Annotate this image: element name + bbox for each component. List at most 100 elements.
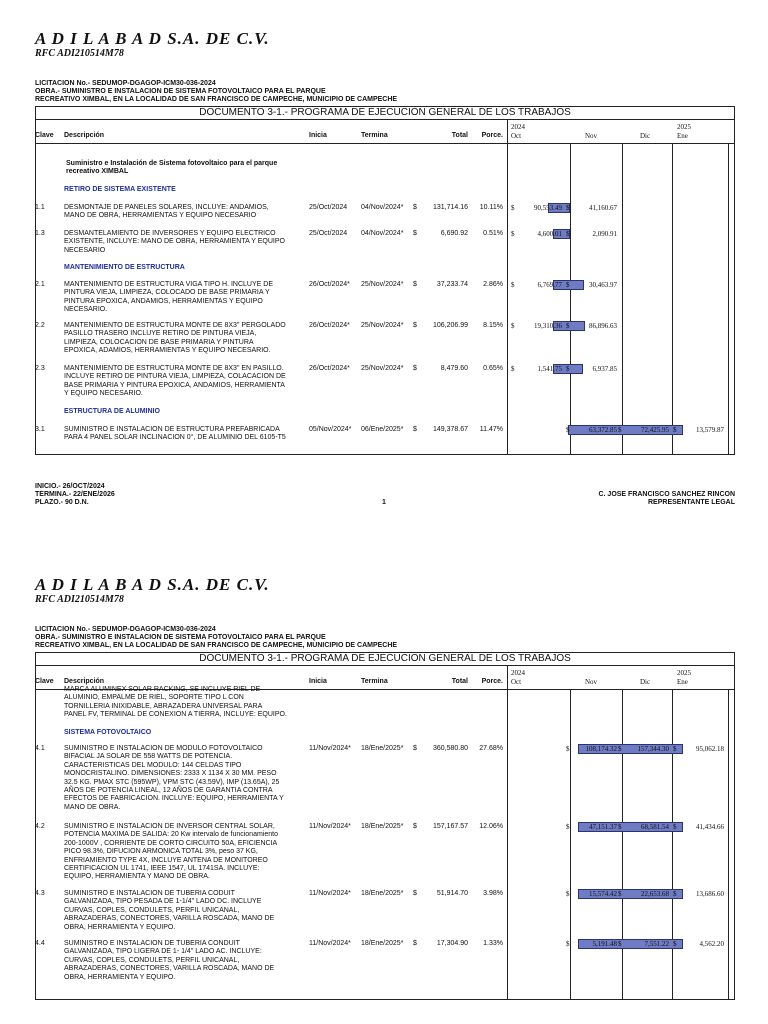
column-line [570,690,571,1000]
column-header: Inicia [309,132,327,139]
currency: $ [413,204,417,211]
clave: 4.1 [35,745,45,752]
currency: $ [413,890,417,897]
percent: 11.47% [479,426,503,433]
rfc: RFC ADI210514M78 [35,594,124,605]
bar-amount: 2,090.91 [592,230,618,238]
gantt-bar [553,321,585,331]
bar-currency: $ [673,426,677,434]
month-label: Dic [640,678,651,686]
total: 106,206.99 [432,322,468,329]
desc-line: CURVAS, COPLES, CONDULETS, PERFIL UNICAN… [64,906,240,914]
bar-currency: $ [618,823,622,831]
desc-line: CURVAS, COPLES, CONDULETS, PERFIL UNICAN… [64,956,240,964]
header-rule [35,143,735,144]
bar-amount: 7,551.22 [644,940,670,948]
desc-line: MANTENIMIENTO DE ESTRUCTURA MONTE DE 8X3… [64,365,284,372]
gantt-bar [578,939,683,949]
percent: 3.98% [483,890,503,897]
plazo: PLAZO.- 90 D.N. [35,499,89,506]
gantt-bar [553,364,583,374]
percent: 0.65% [483,365,503,372]
column-header: Porce. [481,132,503,139]
title-rule [35,119,735,120]
termina: 18/Ene/2025* [361,745,404,752]
currency: $ [413,281,417,288]
bar-currency: $ [566,281,570,289]
month-label: Nov [585,678,598,686]
total: 37,233.74 [436,281,468,288]
percent: 8.15% [483,322,503,329]
bar-amount: 90,553.49 [534,204,562,212]
total: 6,690.92 [440,230,468,237]
signer-role: REPRESENTANTE LEGAL [648,499,735,506]
desc-line: BIFACIAL JA SOLAR DE 558 WATTS DE POTENC… [64,753,233,761]
desc-line: NECESARIO [64,246,106,254]
desc-line: NECESARIO. [64,306,108,314]
column-header: Termina [361,678,388,685]
company-name: A D I L A B A D S.A. DE C.V. [35,575,270,594]
currency: $ [413,365,417,372]
bar-amount: 30,463.97 [589,281,617,289]
percent: 2.86% [483,281,503,288]
clave: 4.3 [35,890,45,897]
desc-line: LIMPIEZA, COLOCACION DE BASE PRIMARIA Y … [64,338,254,346]
column-line [622,144,623,455]
total: 360,580.80 [432,745,468,752]
termina: 18/Ene/2025* [361,823,404,830]
desc-line: TORNILLERIA INIXIDABLE, ABRAZADERA UNIVE… [64,702,263,710]
percent: 12.06% [479,823,503,830]
desc-line: DESMANTELAMIENTO DE INVERSORES Y EQUIPO … [64,230,276,237]
bar-amount: 6,937.85 [592,365,618,373]
clave: 2.2 [35,322,45,329]
year-label: 2024 [511,123,525,131]
bar-amount: 5,191.48 [592,940,618,948]
termina: 04/Nov/2024* [361,204,404,211]
total: 149,378.67 [432,426,468,433]
bar-currency: $ [618,745,622,753]
desc-line: ABRAZADERAS, CONECTORES, VARILLA ROSCADA… [64,915,275,923]
inicia: 05/Nov/2024* [309,426,352,433]
month-label: Dic [640,132,651,140]
column-line [672,690,673,1000]
desc-line: MANO DE OBRA. [64,803,121,811]
title-rule [35,665,735,666]
total: 131,714.16 [432,204,468,211]
desc-line: CERTIFICACION UL 1741, IEEE 1547, UL 174… [64,865,260,872]
desc-line: PARA 4 PANEL SOLAR INCLINACION 0°, DE AL… [64,434,286,442]
bar-currency: $ [566,745,570,753]
column-line [570,144,571,455]
desc-line: OBRA, HERRAMIENTA Y EQUIPO. [64,923,176,931]
desc-line: MANTENIMIENTO DE ESTRUCTURA MONTE DE 8X3… [64,322,286,329]
bar-amount: 41,160.67 [589,204,617,212]
inicia: 11/Nov/2024* [309,940,351,947]
bar-currency: $ [511,230,515,238]
clave: 2.3 [35,365,45,372]
page-number: 1 [382,499,386,506]
currency: $ [413,230,417,237]
bar-currency: $ [673,940,677,948]
inicia: 11/Nov/2024* [309,890,351,897]
desc-line: 32.5 KG. PMAX STC (595WP), VPM STC (43.5… [64,778,280,786]
currency: $ [413,426,417,433]
termina: TERMINA.- 22/ENE/2026 [35,491,115,498]
column-line [728,690,729,1000]
section-title: ESTRUCTURA DE ALUMINIO [64,408,160,415]
inicia: 26/Oct/2024* [309,281,350,288]
signer: C. JOSE FRANCISCO SANCHEZ RINCON [598,491,735,498]
inicio: INICIO.- 26/OCT/2024 [35,483,105,490]
clave: 3.1 [35,426,45,433]
bar-currency: $ [566,322,570,330]
year-label: 2025 [677,123,691,131]
gantt-bar [578,889,683,899]
gantt-bar [553,280,584,290]
intro-line: recreativo XIMBAL [66,168,129,176]
obra-line: RECREATIVO XIMBAL, EN LA LOCALIDAD DE SA… [35,642,398,649]
bar-amount: 86,896.63 [589,322,617,330]
bar-amount: 19,310.36 [534,322,562,330]
total: 8,479.60 [440,365,468,372]
desc-line: AÑOS DE POTENCIA LINEAL, 12 AÑOS DE GARA… [64,787,273,794]
doc-title: DOCUMENTO 3-1.- PROGRAMA DE EJECUCION GE… [199,653,571,664]
bar-currency: $ [566,365,570,373]
